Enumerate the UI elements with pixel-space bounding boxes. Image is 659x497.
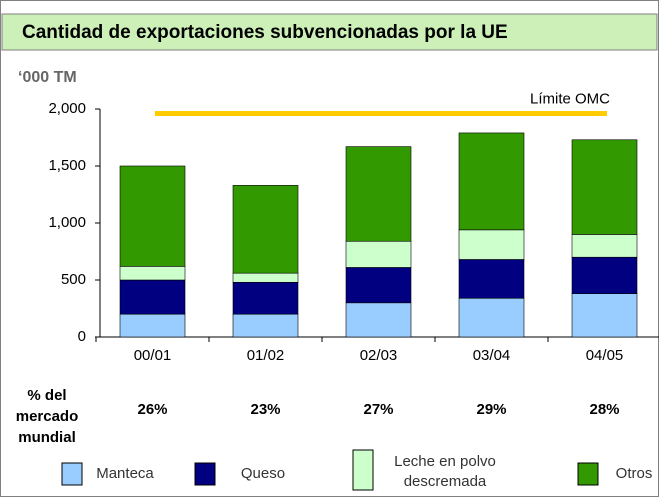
market-share-value: 27% <box>363 401 393 418</box>
x-tick-label: 02/03 <box>360 347 398 364</box>
market-share-label: % del mercado mundial <box>15 387 79 446</box>
bar-segment <box>458 297 525 338</box>
bar-segment <box>232 272 299 283</box>
bar-segment <box>345 302 412 338</box>
chart-title: Cantidad de exportaciones subvencionadas… <box>22 22 508 43</box>
y-tick-label: 2,000 <box>48 100 86 117</box>
y-tick-label: 1,500 <box>48 157 86 174</box>
bar-segment <box>571 256 638 294</box>
bar-segment <box>345 267 412 304</box>
bar-segment <box>458 229 525 260</box>
x-tick-label: 03/04 <box>473 347 511 364</box>
bar-segment <box>232 313 299 338</box>
bar-segment <box>458 132 525 231</box>
limit-label: Límite OMC <box>530 91 610 108</box>
bar-segment <box>571 293 638 338</box>
bar-segment <box>571 234 638 258</box>
y-tick-label: 1,000 <box>48 214 86 231</box>
bar-segment <box>345 240 412 268</box>
bar-segment <box>119 165 186 267</box>
legend-label: Manteca <box>96 465 154 482</box>
bar-segment <box>571 139 638 235</box>
legend-label: Leche en polvo descremada <box>394 453 496 490</box>
bar-segment <box>345 146 412 242</box>
bar-segment <box>458 259 525 299</box>
bar-segment <box>119 313 186 338</box>
legend-label: Otros <box>615 465 653 482</box>
y-unit: ‘000 TM <box>18 69 77 86</box>
y-tick-label: 0 <box>78 328 86 345</box>
x-tick-label: 00/01 <box>134 347 172 364</box>
legend-swatch <box>194 462 216 486</box>
x-tick-label: 01/02 <box>247 347 285 364</box>
market-share-value: 29% <box>476 401 506 418</box>
y-tick-label: 500 <box>61 271 86 288</box>
legend-label: Queso <box>240 465 286 482</box>
title-bar <box>1 13 658 51</box>
legend-swatch <box>352 449 374 491</box>
market-share-value: 23% <box>250 401 280 418</box>
market-share-value: 26% <box>137 401 167 418</box>
bar-segment <box>232 281 299 315</box>
market-share-value: 28% <box>589 401 619 418</box>
bar-segment <box>232 185 299 274</box>
bar-segment <box>119 266 186 281</box>
x-tick-label: 04/05 <box>586 347 624 364</box>
legend-swatch <box>61 462 83 486</box>
legend-swatch <box>577 462 599 486</box>
bar-segment <box>119 279 186 315</box>
